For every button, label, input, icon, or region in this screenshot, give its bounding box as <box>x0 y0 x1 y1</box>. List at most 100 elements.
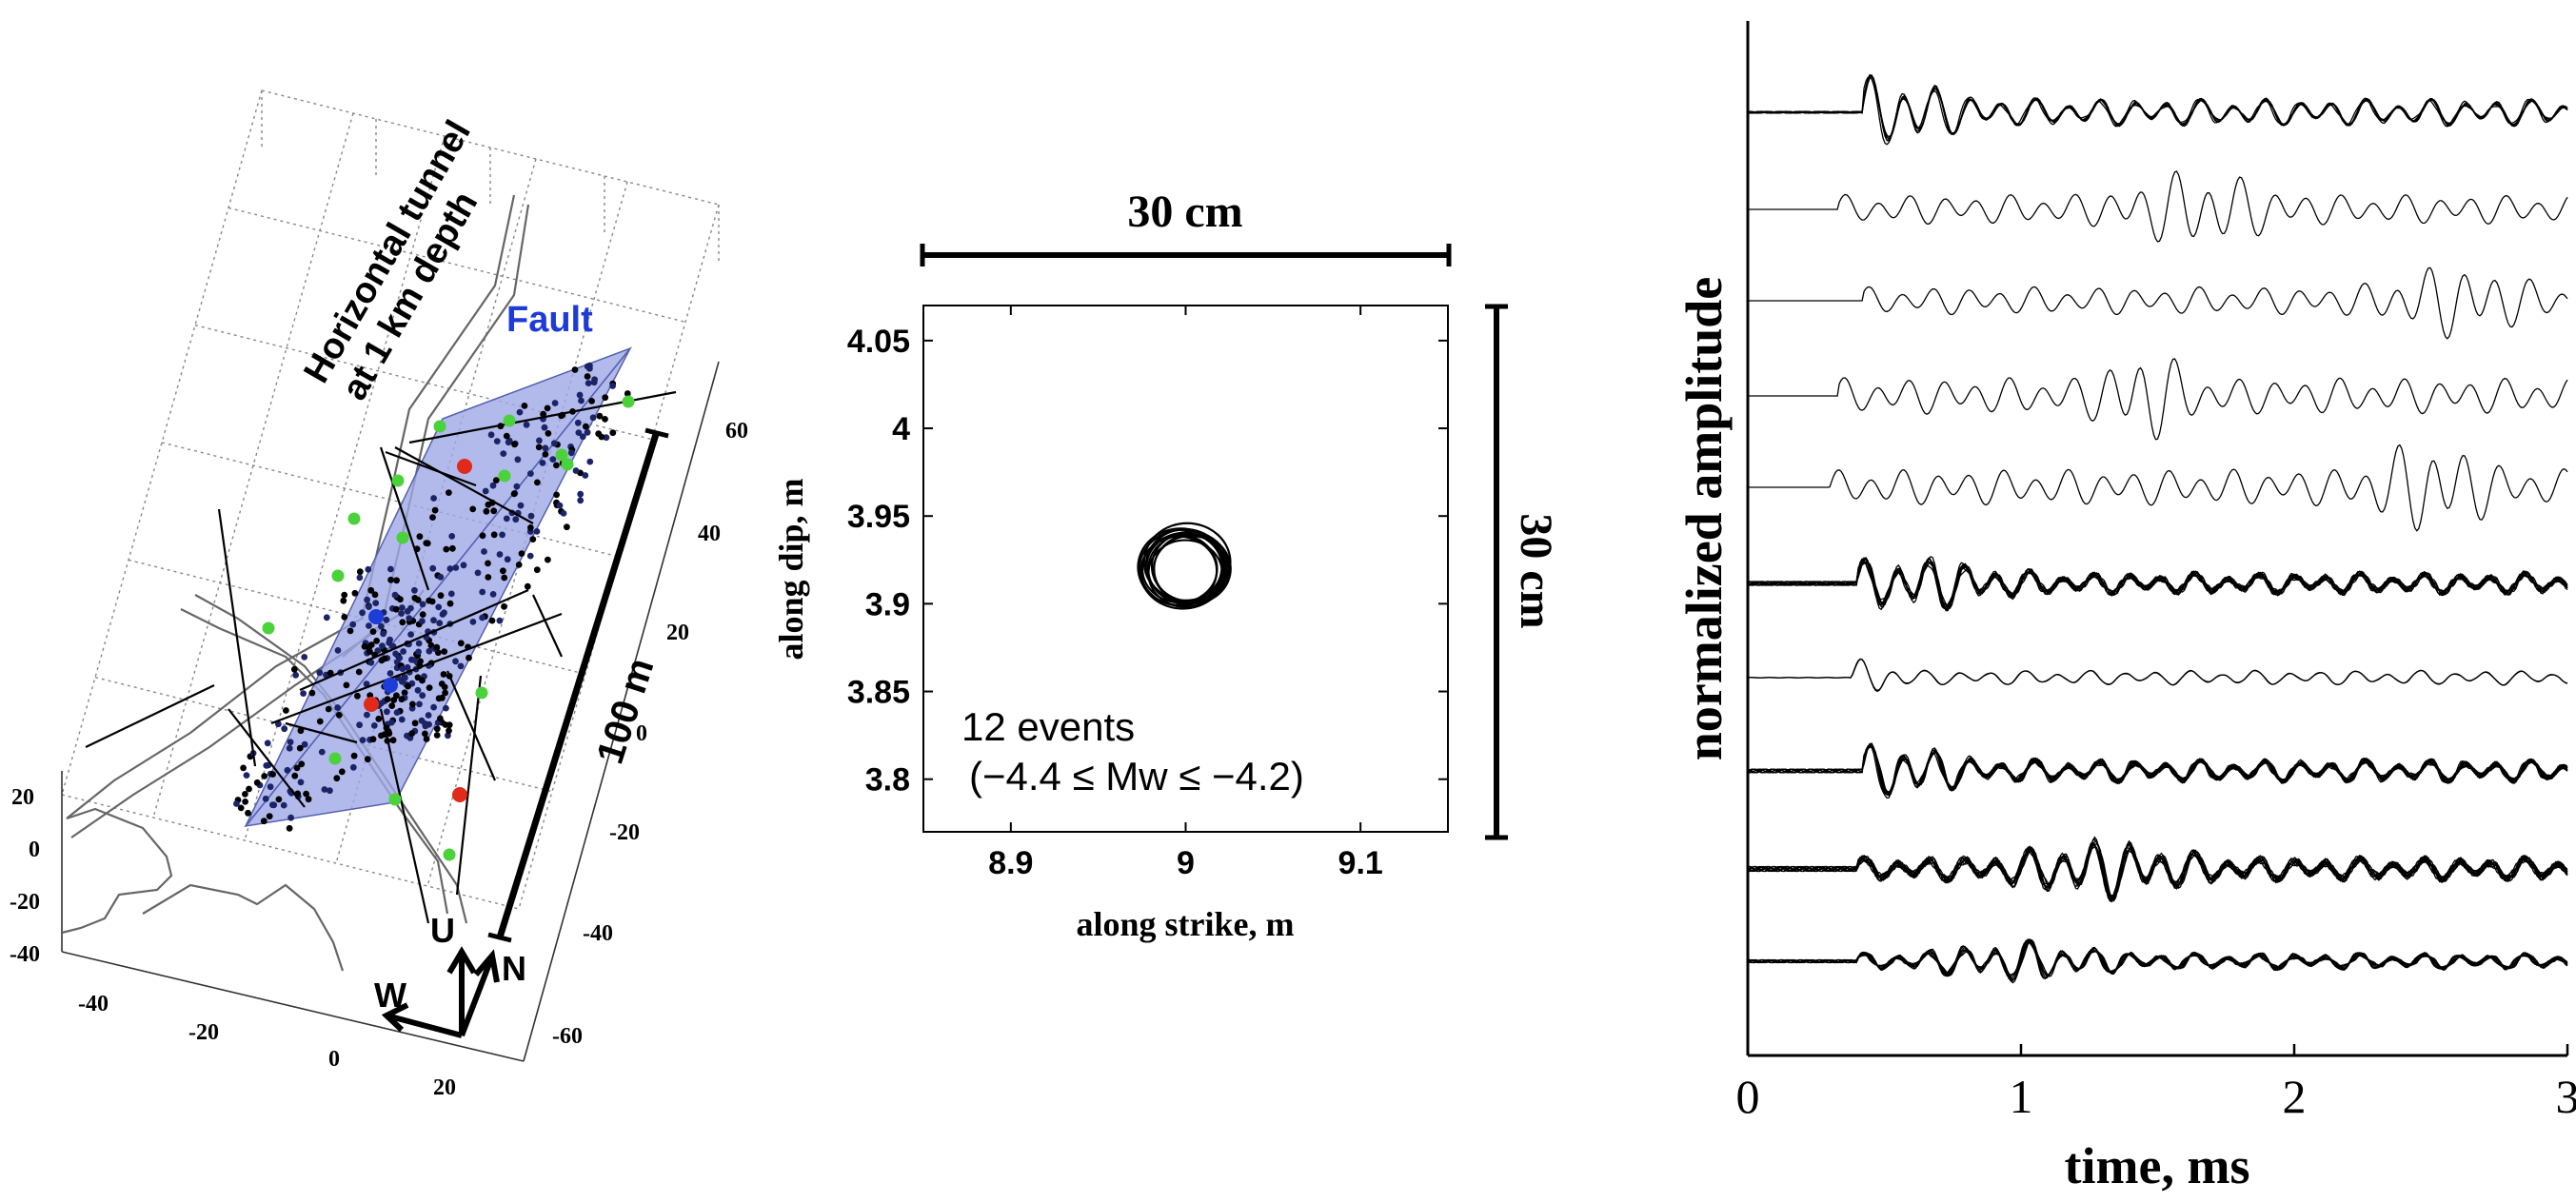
waveform-trace <box>1747 746 2568 794</box>
hypocenter-dot <box>523 421 530 428</box>
hypocenter-dot <box>378 622 385 630</box>
grid-line-horizontal <box>61 794 520 910</box>
hypocenter-dot <box>404 732 410 740</box>
hypocenter-dot <box>327 787 333 795</box>
hypocenter-dot <box>490 531 498 539</box>
hypocenter-dot <box>355 668 363 676</box>
hypocenter-dot <box>487 431 495 439</box>
x-tick-label: 9.1 <box>1338 845 1383 881</box>
hypocenter-dot <box>378 732 385 740</box>
hypocenter-dot <box>596 412 604 420</box>
hypocenter-dot <box>437 715 444 722</box>
hypocenter-dot <box>602 416 608 423</box>
hypocenter-dot <box>378 657 386 664</box>
hypocenter-dot <box>359 737 367 743</box>
event-count-annotation: 12 events <box>961 704 1135 749</box>
left-axis-tick-label: 0 <box>29 838 40 862</box>
hypocenter-dot <box>424 540 431 547</box>
hypocenter-dot <box>334 704 341 711</box>
hypocenter-dot <box>371 591 379 599</box>
hypocenter-dot <box>443 704 449 712</box>
hypocenter-dot <box>542 451 549 458</box>
hypocenter-dot <box>441 648 448 655</box>
left-axis-tick-label: 20 <box>11 785 34 810</box>
hypocenter-dot <box>535 444 543 451</box>
hypocenter-dot <box>526 552 534 560</box>
tunnel-side-gallery <box>61 807 173 935</box>
hypocenter-dot <box>291 772 299 779</box>
tunnel-lower-gallery <box>142 883 345 972</box>
hypocenter-dot <box>501 602 507 610</box>
hypocenter-dot <box>442 689 448 697</box>
right-axis-tick-label: 40 <box>698 522 721 546</box>
hypocenter-dot <box>408 656 415 663</box>
y-tick-label: 3.85 <box>847 675 910 711</box>
hypocenter-dot <box>372 600 380 606</box>
hypocenter-dot <box>479 532 486 540</box>
hypocenter-dot <box>521 403 528 409</box>
hypocenter-dot <box>409 700 416 708</box>
station-green <box>555 448 568 462</box>
hypocenter-dot <box>308 689 316 697</box>
right-axis-tick-label: -60 <box>552 1024 583 1049</box>
y-tick-label: 4 <box>892 411 910 447</box>
hypocenter-dot <box>366 622 372 629</box>
hypocenter-dot <box>419 677 426 684</box>
hypocenter-dot <box>401 689 408 697</box>
hypocenter-dot <box>431 506 439 514</box>
hypocenter-dot <box>575 429 583 436</box>
hypocenter-dot <box>369 736 377 743</box>
borehole-line <box>455 675 483 896</box>
fault-plane-upper <box>245 346 633 827</box>
borehole-line <box>446 670 497 781</box>
hypocenter-dot <box>603 434 610 442</box>
y-tick-label: 4.05 <box>847 324 910 360</box>
front-axis-tick-label: -40 <box>78 992 109 1016</box>
hypocenter-dot <box>437 573 445 581</box>
hypocenter-dot <box>316 669 324 677</box>
event-rupture-circles <box>1137 522 1232 610</box>
hypocenter-dot <box>503 515 510 523</box>
hypocenter-dot <box>393 709 401 716</box>
hypocenter-dot <box>567 449 575 457</box>
hypocenter-dot <box>379 642 386 650</box>
hypocenter-dot <box>449 544 456 552</box>
fault-label: Fault <box>506 300 593 340</box>
hypocenter-dot <box>365 565 372 573</box>
hypocenter-dot <box>373 638 380 644</box>
hypocenter-dot <box>388 702 396 709</box>
hypocenter-dot <box>354 692 361 700</box>
hypocenter-dot <box>340 597 347 604</box>
hypocenter-dot <box>584 428 591 436</box>
hypocenter-dot <box>516 408 524 416</box>
station-green <box>391 474 405 487</box>
hypocenter-dot <box>333 775 341 782</box>
hypocenter-dot <box>380 630 386 638</box>
hypocenter-dot <box>245 809 251 817</box>
hypocenter-dot <box>533 566 541 574</box>
hypocenter-dot <box>564 523 570 531</box>
hypocenter-dot <box>441 609 447 617</box>
hypocenter-dot <box>419 618 426 624</box>
box-edge-right <box>523 361 720 1062</box>
hypocenter-dot <box>500 450 507 457</box>
hypocenter-dot <box>429 564 437 572</box>
front-axis-tick-label: 0 <box>328 1047 340 1072</box>
hypocenter-dot <box>419 611 426 618</box>
hypocenter-dot <box>335 712 343 719</box>
compass-north-label: N <box>502 949 526 988</box>
box-edge-front <box>61 951 525 1062</box>
right-axis-tick-label: 0 <box>636 721 647 746</box>
borehole-line <box>85 684 215 748</box>
hypocenter-dot <box>485 560 491 567</box>
hypocenter-dot <box>281 725 288 733</box>
hypocenter-dot <box>586 365 593 372</box>
hypocenter-dot <box>334 647 342 654</box>
waveform-trace <box>1747 74 2568 138</box>
hypocenter-dot <box>517 502 525 509</box>
hypocenter-dot <box>510 490 518 498</box>
hypocenter-dot <box>536 437 543 444</box>
hypocenter-dot <box>574 419 582 426</box>
station-red <box>364 697 379 712</box>
